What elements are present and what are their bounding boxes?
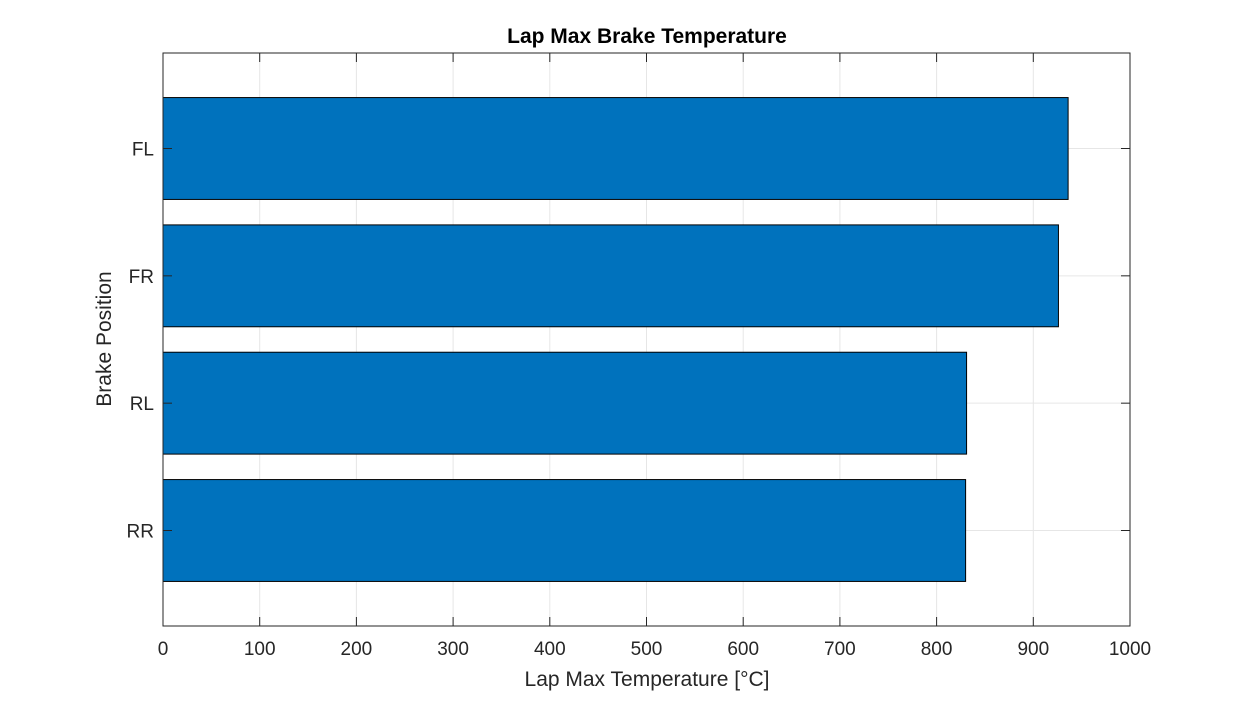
- y-tick-label: RL: [130, 394, 154, 415]
- x-tick-label: 900: [1017, 639, 1049, 660]
- y-axis-label: Brake Position: [93, 271, 116, 406]
- x-tick-label: 0: [158, 639, 169, 660]
- bar-fr: [162, 224, 1059, 328]
- x-tick-label: 300: [437, 639, 469, 660]
- x-tick-label: 400: [534, 639, 566, 660]
- x-tick-label: 700: [824, 639, 856, 660]
- x-tick-label: 200: [341, 639, 373, 660]
- bar-rl: [162, 351, 968, 455]
- bar-layer: [162, 97, 1069, 582]
- x-tick-label: 600: [727, 639, 759, 660]
- y-tick-label: FR: [129, 267, 154, 288]
- x-tick-label: 500: [631, 639, 663, 660]
- x-tick-label: 1000: [1109, 639, 1151, 660]
- bar-rr: [162, 479, 967, 582]
- tick-layer: 0 100 200 300 400 500 600 700 800 900 1000 FL FR RL RR: [127, 53, 1151, 660]
- x-tick-label: 800: [921, 639, 953, 660]
- x-axis-label: Lap Max Temperature [°C]: [525, 668, 770, 691]
- y-tick-label: FL: [132, 140, 154, 161]
- y-tick-label: RR: [127, 522, 154, 543]
- bar-fl: [162, 97, 1069, 200]
- x-tick-label: 100: [244, 639, 276, 660]
- chart-title: Lap Max Brake Temperature: [507, 25, 787, 48]
